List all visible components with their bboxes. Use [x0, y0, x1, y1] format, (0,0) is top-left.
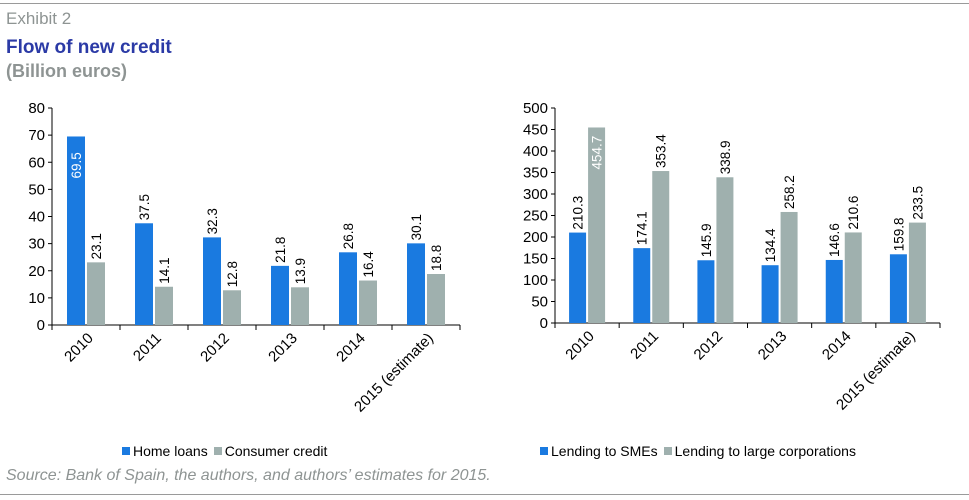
y-tick-label: 70 — [28, 127, 45, 144]
bar-gray — [359, 280, 377, 325]
legend-label-home-loans: Home loans — [133, 443, 208, 459]
y-tick-label: 50 — [28, 181, 45, 198]
y-tick-label: 50 — [531, 294, 548, 311]
y-tick-label: 300 — [523, 186, 548, 203]
bar-blue — [569, 232, 587, 323]
y-tick-label: 450 — [523, 122, 548, 139]
legend-swatch-blue — [122, 447, 130, 455]
data-label: 338.9 — [718, 140, 733, 174]
data-label: 18.8 — [429, 245, 444, 271]
bar-gray — [223, 290, 241, 325]
category-label: 2014 — [819, 328, 855, 364]
data-label: 174.1 — [635, 211, 650, 245]
data-label: 159.8 — [891, 217, 906, 251]
bottom-rule — [0, 494, 969, 495]
data-label: 233.5 — [910, 186, 925, 220]
category-label: 2013 — [755, 328, 791, 364]
bar-blue — [825, 259, 843, 323]
chart-subtitle: (Billion euros) — [6, 61, 127, 81]
y-tick-label: 60 — [28, 154, 45, 171]
bar-gray — [844, 232, 862, 323]
bar-blue — [407, 243, 425, 325]
data-label: 69.5 — [69, 152, 84, 178]
legend-item-consumer-credit: Consumer credit — [213, 443, 328, 459]
y-tick-label: 10 — [28, 290, 45, 307]
y-tick-label: 20 — [28, 263, 45, 280]
category-label: 2010 — [562, 328, 598, 364]
bar-gray — [427, 274, 445, 325]
data-label: 134.4 — [763, 228, 778, 262]
category-label: 2012 — [691, 328, 727, 364]
bar-blue — [697, 260, 715, 323]
data-label: 146.6 — [827, 223, 842, 257]
data-label: 30.1 — [409, 214, 424, 240]
data-label: 26.8 — [341, 223, 356, 249]
legend-label-large-corporations: Lending to large corporations — [674, 443, 856, 459]
y-tick-label: 30 — [28, 236, 45, 253]
data-label: 210.6 — [846, 196, 861, 230]
source-note: Source: Bank of Spain, the authors, and … — [6, 467, 491, 484]
legend-swatch-blue — [540, 447, 548, 455]
y-tick-label: 100 — [523, 272, 548, 289]
y-tick-label: 0 — [37, 317, 45, 334]
bar-gray — [588, 127, 606, 323]
data-label: 21.8 — [273, 237, 288, 263]
data-label: 454.7 — [590, 136, 605, 170]
bar-gray — [716, 177, 734, 323]
bar-blue — [203, 237, 221, 325]
exhibit-label: Exhibit 2 — [6, 9, 72, 28]
data-label: 37.5 — [137, 194, 152, 220]
data-label: 258.2 — [782, 175, 797, 209]
data-label: 12.8 — [225, 261, 240, 287]
data-label: 14.1 — [157, 257, 172, 283]
legend-item-large-corporations: Lending to large corporations — [663, 443, 856, 459]
bar-blue — [67, 136, 85, 325]
bar-blue — [889, 254, 907, 323]
y-tick-label: 40 — [28, 209, 45, 226]
legend-left: Home loans Consumer credit — [122, 443, 333, 459]
y-tick-label: 0 — [540, 315, 548, 332]
bar-gray — [155, 286, 173, 325]
top-rule — [0, 3, 969, 4]
data-label: 353.4 — [654, 134, 669, 168]
bar-blue — [339, 252, 357, 325]
y-tick-label: 150 — [523, 251, 548, 268]
legend-right: Lending to SMEs Lending to large corpora… — [540, 443, 862, 459]
bar-blue — [633, 248, 651, 323]
legend-label-consumer-credit: Consumer credit — [224, 443, 328, 459]
y-tick-label: 80 — [28, 100, 45, 117]
bar-gray — [652, 171, 670, 323]
y-tick-label: 400 — [523, 143, 548, 160]
legend-swatch-gray — [663, 447, 672, 455]
data-label: 13.9 — [293, 258, 308, 284]
legend-swatch-gray — [213, 447, 222, 455]
bar-gray — [87, 262, 105, 325]
data-label: 210.3 — [571, 196, 586, 230]
bar-blue — [271, 265, 289, 325]
data-label: 16.4 — [361, 251, 376, 278]
y-tick-label: 500 — [523, 100, 548, 117]
legend-item-smes: Lending to SMEs — [540, 443, 658, 459]
bar-gray — [908, 222, 926, 323]
data-label: 32.3 — [205, 208, 220, 234]
bar-gray — [780, 211, 798, 323]
category-label: 2011 — [627, 328, 662, 363]
bar-blue — [135, 223, 153, 325]
chart-title: Flow of new credit — [6, 37, 172, 58]
data-label: 23.1 — [89, 233, 104, 259]
y-tick-label: 200 — [523, 229, 548, 246]
data-label: 145.9 — [699, 223, 714, 257]
bar-blue — [761, 265, 779, 323]
legend-label-smes: Lending to SMEs — [551, 443, 658, 459]
y-tick-label: 350 — [523, 165, 548, 182]
bar-gray — [291, 287, 309, 325]
legend-item-home-loans: Home loans — [122, 443, 208, 459]
y-tick-label: 250 — [523, 208, 548, 225]
